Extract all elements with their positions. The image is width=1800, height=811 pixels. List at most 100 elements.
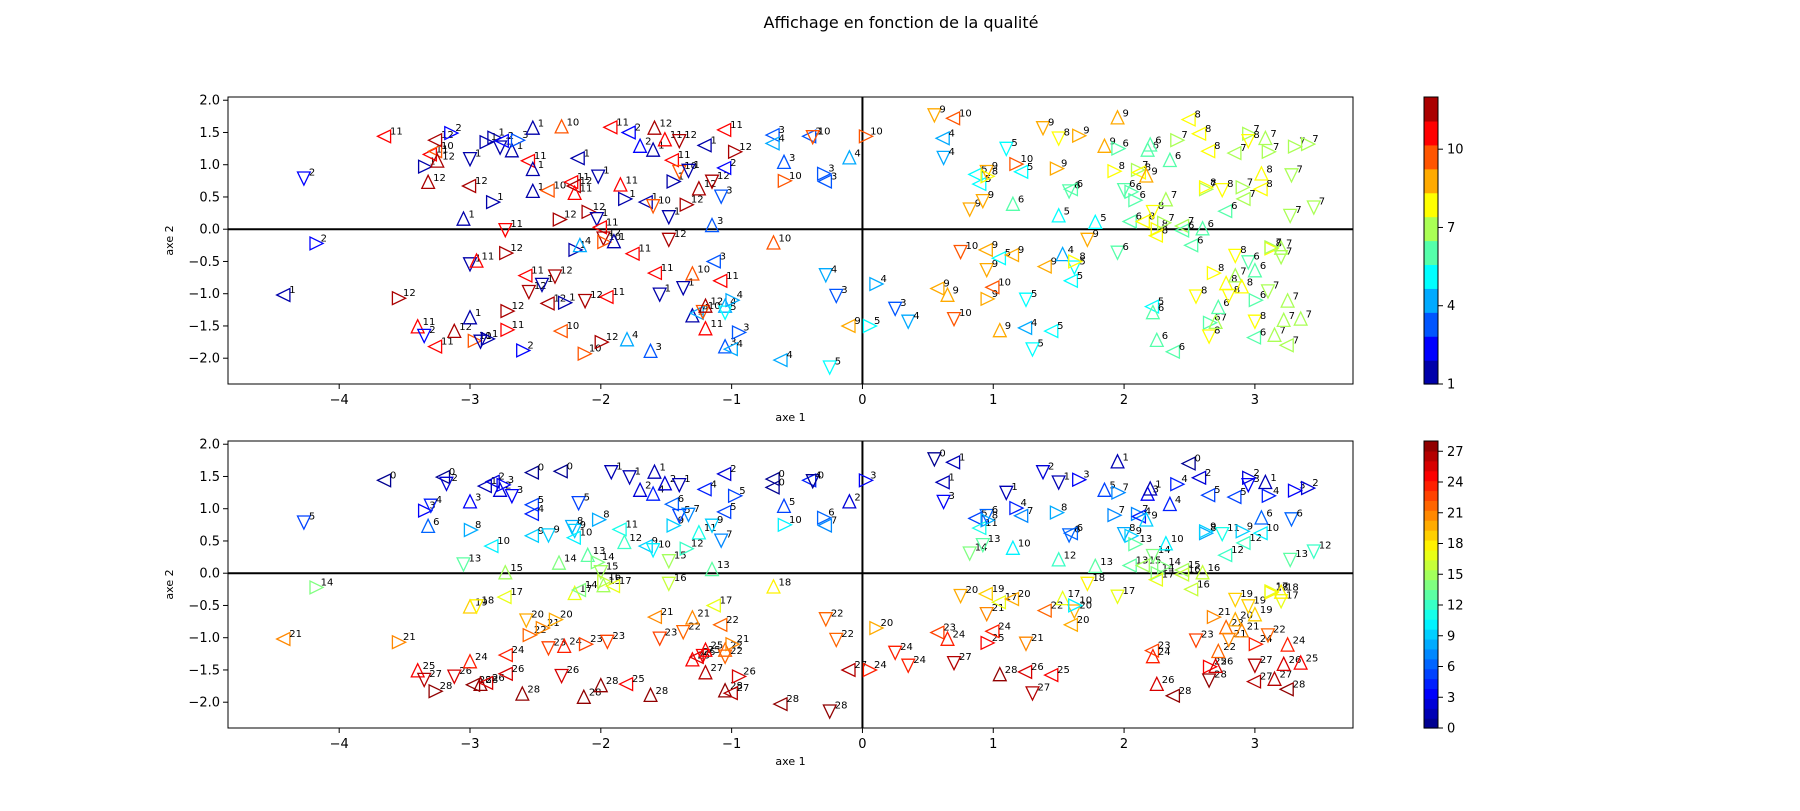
point-marker: [713, 533, 729, 549]
point-label: 0: [449, 467, 455, 478]
point-marker: [688, 649, 704, 665]
point-label: 27: [737, 683, 750, 694]
point-label: 5: [730, 302, 736, 313]
point-marker: [554, 118, 570, 134]
colorbar-band: [1424, 312, 1438, 337]
point-marker: [591, 512, 608, 528]
point-label: 14: [321, 577, 334, 588]
point-marker: [645, 141, 661, 157]
point-marker: [816, 518, 833, 533]
point-marker: [589, 211, 605, 228]
point-marker: [525, 119, 541, 135]
point-label: 10: [697, 264, 710, 275]
point-marker: [717, 649, 733, 665]
point-marker: [1227, 611, 1243, 627]
point-label: 5: [874, 316, 880, 327]
point-label: 9: [1136, 526, 1142, 537]
point-marker: [596, 577, 611, 593]
y-axis-label: axe 2: [163, 225, 176, 255]
point-label: 4: [1175, 495, 1181, 506]
point-label: 1: [949, 472, 955, 483]
point-marker: [1145, 648, 1161, 664]
point-marker: [936, 494, 951, 510]
x-tick-label: 1: [989, 737, 997, 752]
point-label: 3: [730, 337, 736, 348]
point-marker: [1200, 487, 1216, 503]
point-marker: [1267, 326, 1282, 342]
point-label: 6: [1253, 251, 1259, 262]
point-label: 8: [1247, 277, 1253, 288]
point-label: 11: [390, 126, 403, 137]
point-marker: [1062, 617, 1079, 633]
point-label: 16: [608, 572, 621, 583]
point-label: 25: [632, 674, 645, 685]
point-marker: [713, 189, 729, 205]
point-marker: [645, 543, 661, 559]
point-label: 1: [616, 461, 622, 472]
point-label: 10: [789, 515, 802, 526]
point-label: 3: [1153, 485, 1159, 496]
point-label: 10: [998, 277, 1011, 288]
point-marker: [1280, 636, 1296, 652]
point-label: 11: [616, 117, 629, 128]
point-marker: [479, 134, 495, 150]
point-label: 9: [992, 161, 998, 172]
point-marker: [716, 466, 732, 482]
point-label: 20: [1079, 601, 1092, 612]
point-label: 11: [580, 184, 593, 195]
point-marker: [1062, 525, 1079, 541]
point-marker: [1116, 182, 1132, 199]
point-marker: [1043, 667, 1059, 683]
point-marker: [926, 108, 942, 124]
x-tick-label: −3: [460, 393, 479, 408]
point-marker: [567, 523, 583, 539]
point-marker: [645, 199, 661, 215]
point-marker: [1227, 592, 1243, 608]
point-label: 24: [874, 660, 887, 671]
point-label: 6: [1260, 328, 1266, 339]
point-label: 4: [786, 350, 792, 361]
point-marker: [1164, 344, 1181, 360]
point-label: 7: [1270, 129, 1276, 140]
point-marker: [1252, 525, 1268, 541]
point-label: 11: [512, 320, 525, 331]
point-label: 10: [1018, 539, 1031, 550]
point-label: 8: [1064, 128, 1070, 139]
point-label: 11: [639, 244, 652, 255]
point-label: 20: [1077, 615, 1090, 626]
point-label: 8: [1158, 201, 1164, 212]
point-label: 27: [1260, 655, 1273, 666]
colorbar-tick-label: 15: [1447, 568, 1464, 583]
point-label: 3: [656, 342, 662, 353]
point-marker: [1306, 544, 1322, 560]
point-marker: [661, 576, 677, 592]
point-marker: [661, 232, 677, 248]
point-marker: [1242, 126, 1258, 142]
point-marker: [704, 217, 720, 233]
point-marker: [822, 704, 838, 720]
point-marker: [1206, 265, 1222, 281]
point-marker: [953, 588, 968, 605]
point-marker: [666, 518, 682, 533]
point-label: 28: [1179, 686, 1192, 697]
point-marker: [1276, 655, 1292, 672]
point-marker: [554, 668, 570, 685]
colorbar-band: [1424, 609, 1438, 620]
point-marker: [1188, 289, 1204, 305]
point-marker: [1068, 254, 1084, 269]
point-label: 1: [497, 192, 503, 203]
point-label: 12: [553, 293, 566, 304]
colorbar-band: [1424, 192, 1438, 218]
point-marker: [548, 612, 564, 628]
point-label: 4: [778, 133, 784, 144]
point-label: 23: [590, 634, 603, 645]
point-marker: [1248, 292, 1264, 308]
point-marker: [1130, 509, 1147, 524]
point-marker: [1293, 654, 1309, 670]
y-tick-label: −2.0: [188, 352, 220, 367]
point-marker: [675, 624, 691, 641]
point-marker: [1087, 213, 1103, 230]
point-label: 6: [1223, 298, 1229, 309]
point-label: 6: [1297, 508, 1303, 519]
